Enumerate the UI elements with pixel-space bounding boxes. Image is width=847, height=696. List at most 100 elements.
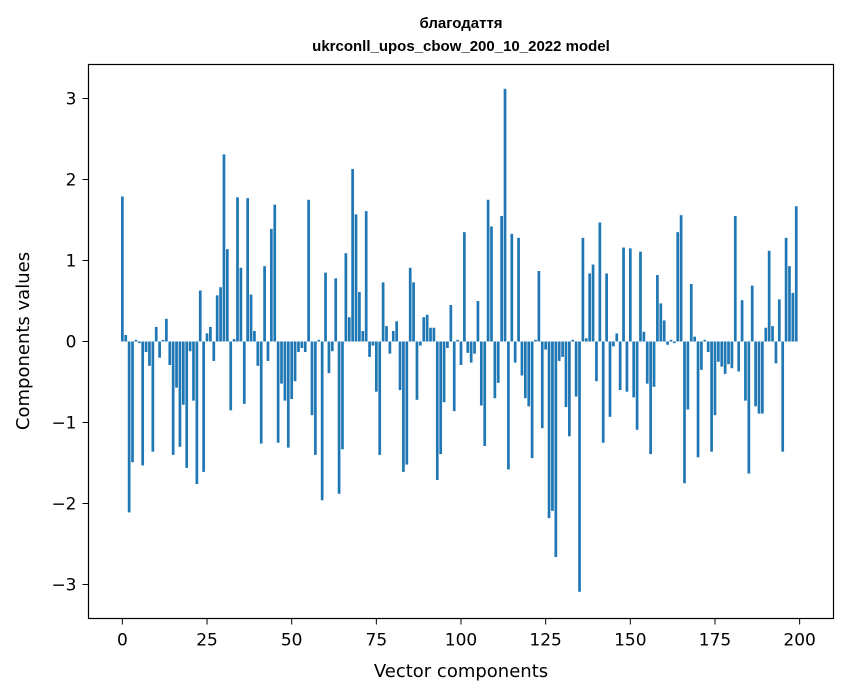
bar-81 <box>395 321 399 342</box>
bar-114 <box>507 341 510 470</box>
bar-93 <box>435 341 439 480</box>
x-tick-label-50: 50 <box>281 631 303 651</box>
bar-63 <box>334 278 338 342</box>
bar-32 <box>229 341 233 411</box>
bar-50 <box>290 341 294 400</box>
bar-143 <box>605 273 608 342</box>
bar-128 <box>554 341 558 557</box>
bar-149 <box>625 341 629 392</box>
bar-75 <box>374 341 378 392</box>
bar-97 <box>449 305 453 342</box>
bar-123 <box>537 271 541 342</box>
bar-132 <box>568 341 571 437</box>
bar-160 <box>662 320 666 342</box>
bar-68 <box>351 168 354 342</box>
bar-14 <box>168 341 172 365</box>
bar-13 <box>165 318 168 342</box>
bar-96 <box>446 341 449 348</box>
bar-47 <box>280 341 283 384</box>
bar-39 <box>253 330 256 342</box>
bar-190 <box>764 327 768 342</box>
bar-188 <box>757 341 761 414</box>
bar-157 <box>652 341 656 387</box>
bar-105 <box>476 301 480 342</box>
bar-52 <box>297 341 300 353</box>
bar-59 <box>320 341 324 501</box>
bar-142 <box>601 341 605 443</box>
bar-181 <box>733 215 737 342</box>
bar-182 <box>737 341 741 372</box>
bar-116 <box>513 341 517 363</box>
bar-11 <box>158 341 161 358</box>
bar-56 <box>310 341 314 416</box>
bar-76 <box>378 341 382 455</box>
chart-title: благодаття <box>419 15 502 32</box>
bar-43 <box>266 341 270 361</box>
x-tick-label-100: 100 <box>445 631 477 651</box>
bar-67 <box>347 317 351 342</box>
bar-169 <box>693 336 697 342</box>
bar-158 <box>656 275 659 342</box>
x-tick-label-125: 125 <box>529 631 561 651</box>
bar-197 <box>788 266 791 342</box>
y-tick-label-1: 1 <box>66 252 77 272</box>
bar-191 <box>767 250 771 342</box>
bar-80 <box>391 330 395 342</box>
bar-16 <box>175 341 178 388</box>
bar-79 <box>388 341 392 354</box>
y-axis-label: Components values <box>13 252 34 430</box>
bar-145 <box>612 341 615 347</box>
bar-49 <box>286 341 290 448</box>
x-tick-label-25: 25 <box>196 631 218 651</box>
bar-125 <box>544 341 548 350</box>
bar-102 <box>466 341 470 353</box>
y-tick-label--1: −1 <box>51 413 76 433</box>
x-axis-ticks: 0 25 50 75 100 125 150 175 200 <box>117 618 816 651</box>
bar-83 <box>402 341 405 472</box>
bar-166 <box>683 341 686 484</box>
bar-147 <box>618 341 622 391</box>
bar-195 <box>781 341 785 452</box>
bar-162 <box>669 339 673 342</box>
bar-94 <box>439 341 443 455</box>
bar-19 <box>185 341 189 468</box>
bar-89 <box>422 317 426 342</box>
bar-137 <box>584 338 588 342</box>
bar-6 <box>141 341 145 466</box>
bar-183 <box>740 300 744 342</box>
bars-group <box>121 88 798 592</box>
bar-78 <box>385 326 388 342</box>
bar-170 <box>696 341 700 458</box>
bar-117 <box>517 237 520 342</box>
bar-37 <box>246 198 250 342</box>
bar-86 <box>412 282 415 342</box>
y-tick-label-0: 0 <box>66 333 77 353</box>
bar-118 <box>520 341 524 376</box>
bar-30 <box>222 154 226 342</box>
bar-5 <box>137 341 141 344</box>
bar-24 <box>202 341 205 472</box>
bar-161 <box>666 341 669 345</box>
bar-55 <box>307 199 310 342</box>
bar-42 <box>263 266 266 342</box>
bar-48 <box>283 341 287 401</box>
bar-99 <box>456 339 459 342</box>
bar-152 <box>635 341 639 430</box>
x-tick-label-0: 0 <box>117 631 128 651</box>
bar-173 <box>706 341 710 353</box>
bar-66 <box>344 253 348 342</box>
bar-106 <box>479 341 483 406</box>
bar-168 <box>689 283 693 342</box>
bar-154 <box>642 331 646 342</box>
bar-2 <box>127 341 131 513</box>
bar-88 <box>419 341 422 346</box>
bar-130 <box>561 341 564 357</box>
bar-72 <box>364 211 368 342</box>
bar-133 <box>571 339 575 342</box>
bar-185 <box>747 341 751 474</box>
x-tick-label-175: 175 <box>699 631 731 651</box>
bar-134 <box>574 341 578 397</box>
bar-34 <box>236 197 239 342</box>
bar-45 <box>273 204 277 342</box>
bar-196 <box>784 237 788 342</box>
